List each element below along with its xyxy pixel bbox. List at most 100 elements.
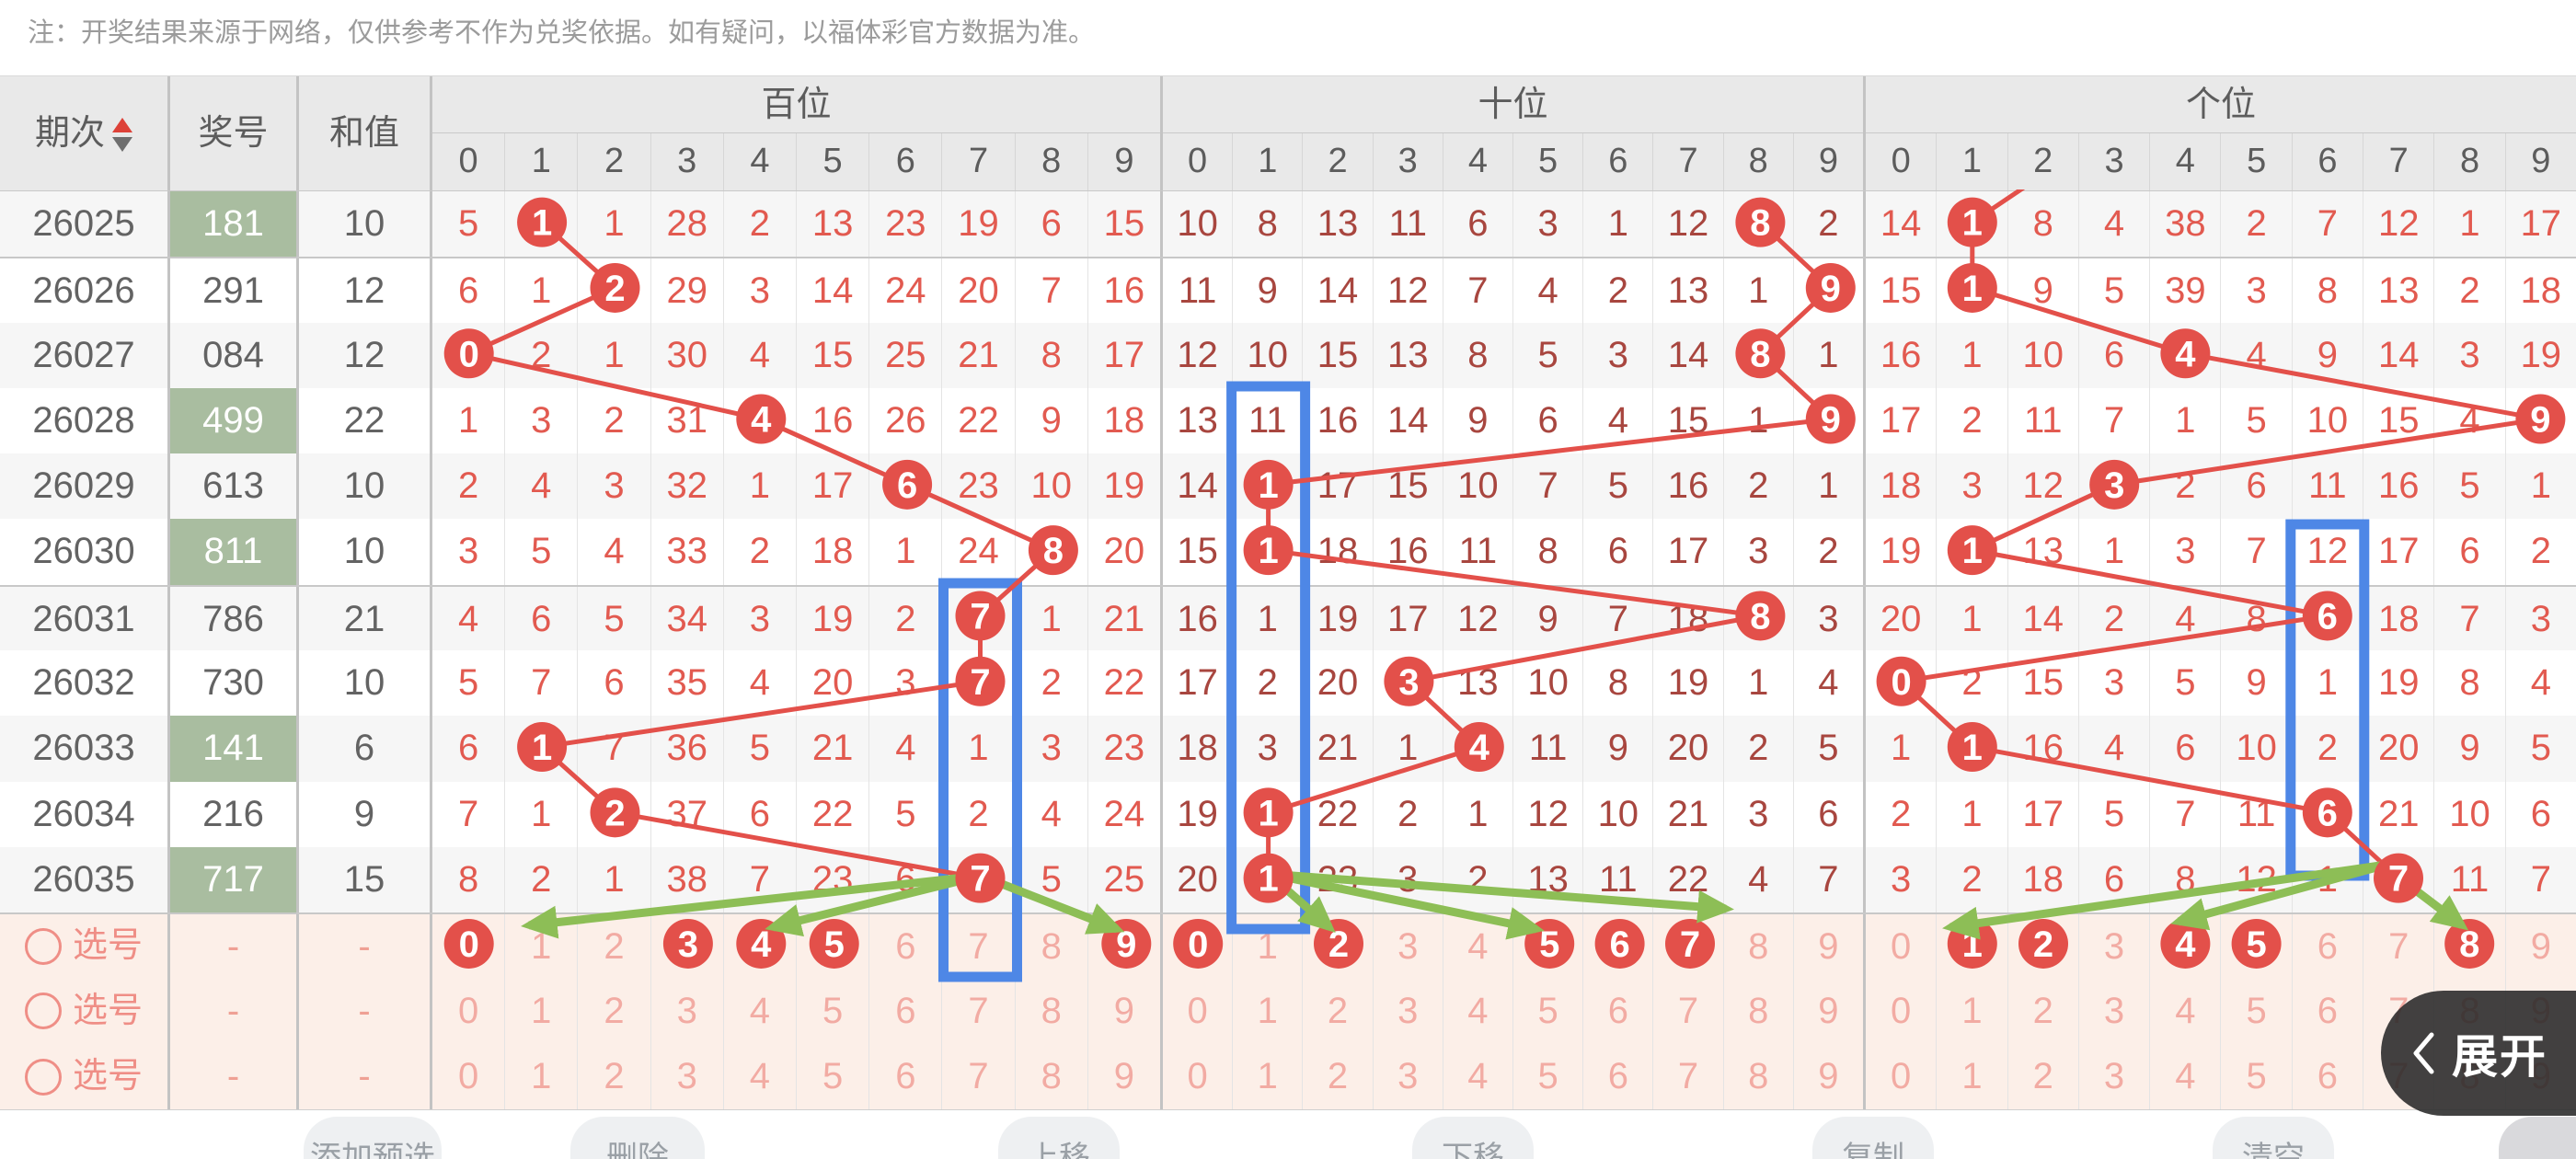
expand-button[interactable]: 展开: [2381, 991, 2576, 1116]
select-digit-cell[interactable]: 5: [2221, 978, 2293, 1044]
select-digit-cell[interactable]: 4: [2150, 1043, 2222, 1110]
select-digit-cell[interactable]: 8: [1016, 1043, 1088, 1110]
select-digit-cell[interactable]: 1: [1233, 978, 1304, 1044]
select-digit-cell[interactable]: 2: [578, 914, 651, 979]
select-digit-cell[interactable]: [2221, 914, 2293, 979]
select-digit-cell[interactable]: 1: [1233, 1043, 1304, 1110]
select-digit-cell[interactable]: 5: [1513, 978, 1584, 1044]
select-digit-cell[interactable]: [1303, 914, 1374, 979]
toolbar-button[interactable]: 下移: [1412, 1117, 1534, 1159]
select-digit-cell[interactable]: 1: [505, 978, 579, 1044]
select-digit-cell[interactable]: 3: [651, 1043, 724, 1110]
toolbar-button[interactable]: 上移: [998, 1117, 1120, 1159]
select-digit-cell[interactable]: 2: [578, 978, 651, 1044]
prize-cell: 291: [170, 258, 299, 323]
select-digit-cell[interactable]: [1653, 914, 1724, 979]
selection-radio[interactable]: [24, 927, 62, 965]
select-digit-cell[interactable]: 7: [942, 978, 1016, 1044]
select-digit-cell[interactable]: 4: [1443, 1043, 1514, 1110]
toolbar-button[interactable]: 删除: [570, 1117, 705, 1159]
select-digit-cell[interactable]: [2150, 914, 2222, 979]
select-digit-cell[interactable]: [432, 914, 506, 979]
period-cell: 26031: [0, 586, 170, 651]
select-digit-cell[interactable]: [1583, 914, 1654, 979]
select-digit-cell[interactable]: 5: [1513, 1043, 1584, 1110]
select-digit-cell[interactable]: 1: [505, 1043, 579, 1110]
select-digit-cell[interactable]: 7: [1653, 1043, 1724, 1110]
select-digit-cell[interactable]: [2434, 914, 2506, 979]
select-digit-cell[interactable]: 7: [2363, 914, 2435, 979]
select-digit-cell[interactable]: 8: [1016, 978, 1088, 1044]
select-digit-cell[interactable]: 8: [1016, 914, 1088, 979]
select-digit-cell[interactable]: [1088, 914, 1160, 978]
select-digit-cell[interactable]: 6: [869, 978, 943, 1044]
select-digit-cell[interactable]: 8: [1724, 914, 1794, 979]
select-digit-cell[interactable]: 3: [1374, 914, 1443, 979]
miss-cell: 1: [578, 191, 651, 258]
select-digit-cell[interactable]: 3: [2079, 978, 2151, 1044]
select-digit-cell[interactable]: 5: [2221, 1043, 2293, 1110]
select-digit-cell[interactable]: 4: [1443, 978, 1514, 1044]
period-column-header[interactable]: 期次: [0, 76, 170, 190]
select-digit-cell[interactable]: 9: [1113, 1055, 1135, 1096]
select-digit-cell[interactable]: 0: [432, 1043, 506, 1110]
sort-icon[interactable]: [112, 118, 132, 153]
select-digit-cell[interactable]: 3: [1374, 1043, 1443, 1110]
select-digit-cell[interactable]: 6: [2293, 914, 2364, 979]
select-digit-cell[interactable]: 8: [1724, 1043, 1794, 1110]
select-digit-cell[interactable]: [724, 914, 798, 979]
select-digit-cell[interactable]: 2: [578, 1043, 651, 1110]
select-digit-cell[interactable]: 3: [2079, 914, 2151, 979]
select-digit-cell[interactable]: 0: [1866, 978, 1938, 1044]
select-digit-cell[interactable]: 2: [1303, 1043, 1374, 1110]
select-digit-cell[interactable]: 0: [432, 978, 506, 1044]
select-digit-cell[interactable]: 1: [1233, 914, 1304, 979]
select-digit-cell[interactable]: 7: [1653, 978, 1724, 1044]
select-digit-cell[interactable]: 9: [1818, 1055, 1839, 1096]
select-digit-cell[interactable]: 1: [505, 914, 579, 979]
select-digit-cell[interactable]: 3: [1374, 978, 1443, 1044]
select-digit-cell[interactable]: 2: [2008, 1043, 2079, 1110]
select-digit-cell[interactable]: [797, 914, 870, 979]
select-digit-cell[interactable]: 6: [1583, 978, 1654, 1044]
toolbar-button[interactable]: 清空: [2213, 1117, 2334, 1159]
select-digit-cell[interactable]: 9: [1818, 926, 1839, 968]
select-digit-cell[interactable]: 8: [1724, 978, 1794, 1044]
select-digit-cell[interactable]: 9: [1818, 990, 1839, 1031]
select-digit-cell[interactable]: 4: [2150, 978, 2222, 1044]
select-digit-cell[interactable]: 4: [724, 978, 798, 1044]
select-digit-cell[interactable]: [1937, 914, 2008, 979]
select-digit-cell[interactable]: 6: [2293, 978, 2364, 1044]
select-digit-cell[interactable]: 6: [2293, 1043, 2364, 1110]
select-digit-cell[interactable]: [1513, 914, 1584, 979]
select-digit-cell[interactable]: 2: [1303, 978, 1374, 1044]
select-digit-cell[interactable]: 6: [869, 1043, 943, 1110]
select-digit-cell[interactable]: 3: [651, 978, 724, 1044]
select-digit-cell[interactable]: 4: [1443, 914, 1514, 979]
select-digit-cell[interactable]: 6: [1583, 1043, 1654, 1110]
select-digit-cell[interactable]: 5: [797, 1043, 870, 1110]
select-digit-cell[interactable]: [1163, 914, 1234, 979]
select-digit-cell[interactable]: 9: [2530, 926, 2551, 968]
select-digit-cell[interactable]: [2008, 914, 2079, 979]
select-digit-cell[interactable]: [651, 914, 724, 979]
select-digit-cell[interactable]: 4: [724, 1043, 798, 1110]
select-digit-cell[interactable]: 0: [1866, 914, 1938, 979]
selection-radio[interactable]: [24, 993, 62, 1030]
select-digit-cell[interactable]: 7: [942, 1043, 1016, 1110]
selection-radio[interactable]: [24, 1058, 62, 1096]
select-digit-cell[interactable]: 0: [1866, 1043, 1938, 1110]
toolbar-button[interactable]: 复制: [1812, 1117, 1934, 1159]
toolbar-button[interactable]: 添加预选: [304, 1117, 442, 1159]
select-digit-cell[interactable]: 1: [1937, 1043, 2008, 1110]
select-digit-cell[interactable]: 5: [797, 978, 870, 1044]
select-digit-cell[interactable]: 7: [942, 914, 1016, 979]
select-digit-cell[interactable]: 9: [1113, 990, 1135, 1031]
select-digit-cell[interactable]: 1: [1937, 978, 2008, 1044]
select-digit-cell[interactable]: 0: [1163, 1043, 1234, 1110]
select-digit-cell[interactable]: 3: [2079, 1043, 2151, 1110]
select-digit-cell[interactable]: 2: [2008, 978, 2079, 1044]
select-digit-cell[interactable]: 0: [1163, 978, 1234, 1044]
toolbar-button[interactable]: [2499, 1117, 2576, 1159]
select-digit-cell[interactable]: 6: [869, 914, 943, 979]
